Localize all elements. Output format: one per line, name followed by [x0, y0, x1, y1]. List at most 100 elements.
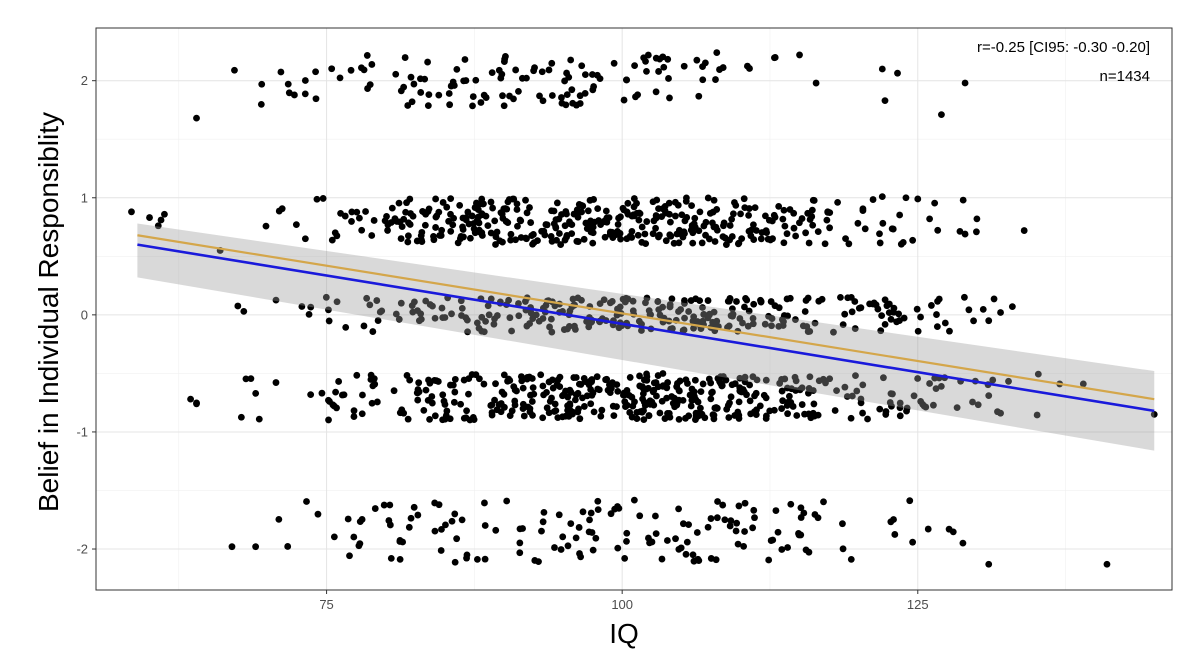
regression-lines	[137, 223, 1155, 451]
data-point	[997, 309, 1004, 316]
data-point	[415, 388, 423, 396]
data-point	[344, 515, 352, 523]
data-point	[497, 400, 505, 407]
data-point	[640, 398, 648, 406]
data-point	[778, 546, 786, 553]
data-point	[530, 67, 538, 75]
data-point	[736, 374, 744, 382]
data-point	[485, 311, 493, 319]
data-point	[459, 226, 467, 233]
data-point	[652, 379, 660, 386]
data-point	[536, 92, 543, 100]
data-point	[563, 91, 571, 99]
data-point	[696, 208, 704, 216]
data-point	[555, 511, 563, 519]
data-point	[726, 399, 733, 407]
data-point	[670, 239, 678, 247]
data-point	[713, 49, 721, 56]
data-point	[679, 520, 687, 528]
data-point	[729, 310, 737, 318]
data-point	[851, 325, 859, 332]
data-point	[640, 416, 648, 424]
data-point	[500, 102, 508, 110]
data-point	[342, 323, 350, 331]
data-point	[512, 236, 519, 244]
data-point	[496, 237, 504, 245]
data-point	[617, 235, 624, 243]
data-point	[458, 516, 466, 524]
data-point	[242, 375, 250, 383]
data-point	[602, 376, 610, 384]
data-point	[569, 99, 577, 107]
data-point	[857, 399, 865, 407]
data-point	[666, 210, 673, 218]
data-point	[750, 236, 758, 243]
data-point	[478, 313, 486, 321]
data-point	[781, 375, 789, 383]
data-point	[563, 210, 570, 218]
data-point	[886, 399, 894, 406]
data-point	[575, 524, 583, 531]
data-point	[769, 235, 776, 243]
data-point	[822, 379, 829, 387]
data-point	[630, 496, 638, 504]
data-point	[719, 501, 727, 509]
data-point	[879, 219, 887, 227]
data-point	[303, 498, 310, 505]
data-point	[859, 409, 866, 417]
data-point	[792, 316, 799, 323]
data-point	[374, 317, 382, 324]
data-point	[718, 382, 726, 390]
axis-ticks: 75 100 125 2 1 0 -1 -2	[76, 73, 928, 612]
data-point	[762, 394, 770, 402]
y-tick-label: -1	[76, 424, 88, 439]
data-point	[669, 325, 676, 332]
data-point	[587, 509, 595, 517]
data-point	[448, 310, 455, 318]
data-point	[741, 378, 749, 386]
data-point	[284, 543, 292, 550]
data-point	[710, 411, 718, 419]
data-point	[549, 376, 556, 384]
data-point	[561, 77, 569, 85]
data-point	[896, 412, 904, 420]
data-point	[784, 410, 792, 418]
data-point	[728, 305, 736, 313]
data-point	[187, 395, 194, 403]
data-point	[581, 89, 589, 97]
data-point	[1103, 560, 1111, 568]
data-point	[706, 310, 713, 318]
data-point	[687, 402, 695, 410]
data-point	[630, 203, 638, 211]
data-point	[435, 208, 443, 216]
data-point	[488, 69, 496, 77]
data-point	[523, 235, 530, 243]
data-point	[974, 401, 982, 409]
data-point	[989, 376, 997, 384]
data-point	[852, 372, 859, 380]
data-point	[396, 537, 404, 544]
data-point	[732, 527, 740, 535]
data-point	[353, 208, 361, 216]
data-point	[762, 376, 770, 384]
data-point	[503, 497, 511, 505]
data-point	[258, 80, 266, 88]
data-point	[313, 195, 321, 203]
data-point	[387, 219, 395, 226]
data-point	[527, 219, 535, 226]
data-point	[447, 82, 455, 90]
data-point	[330, 533, 338, 541]
data-point	[451, 558, 459, 566]
data-point	[301, 90, 309, 98]
data-point	[910, 392, 918, 400]
data-point	[694, 398, 702, 406]
data-point	[338, 391, 346, 399]
data-point	[571, 326, 579, 333]
data-point	[707, 555, 715, 562]
data-point	[652, 224, 659, 232]
data-point	[683, 538, 691, 546]
data-point	[426, 415, 433, 423]
data-point	[628, 413, 636, 421]
data-point	[441, 401, 449, 408]
data-point	[607, 510, 615, 518]
